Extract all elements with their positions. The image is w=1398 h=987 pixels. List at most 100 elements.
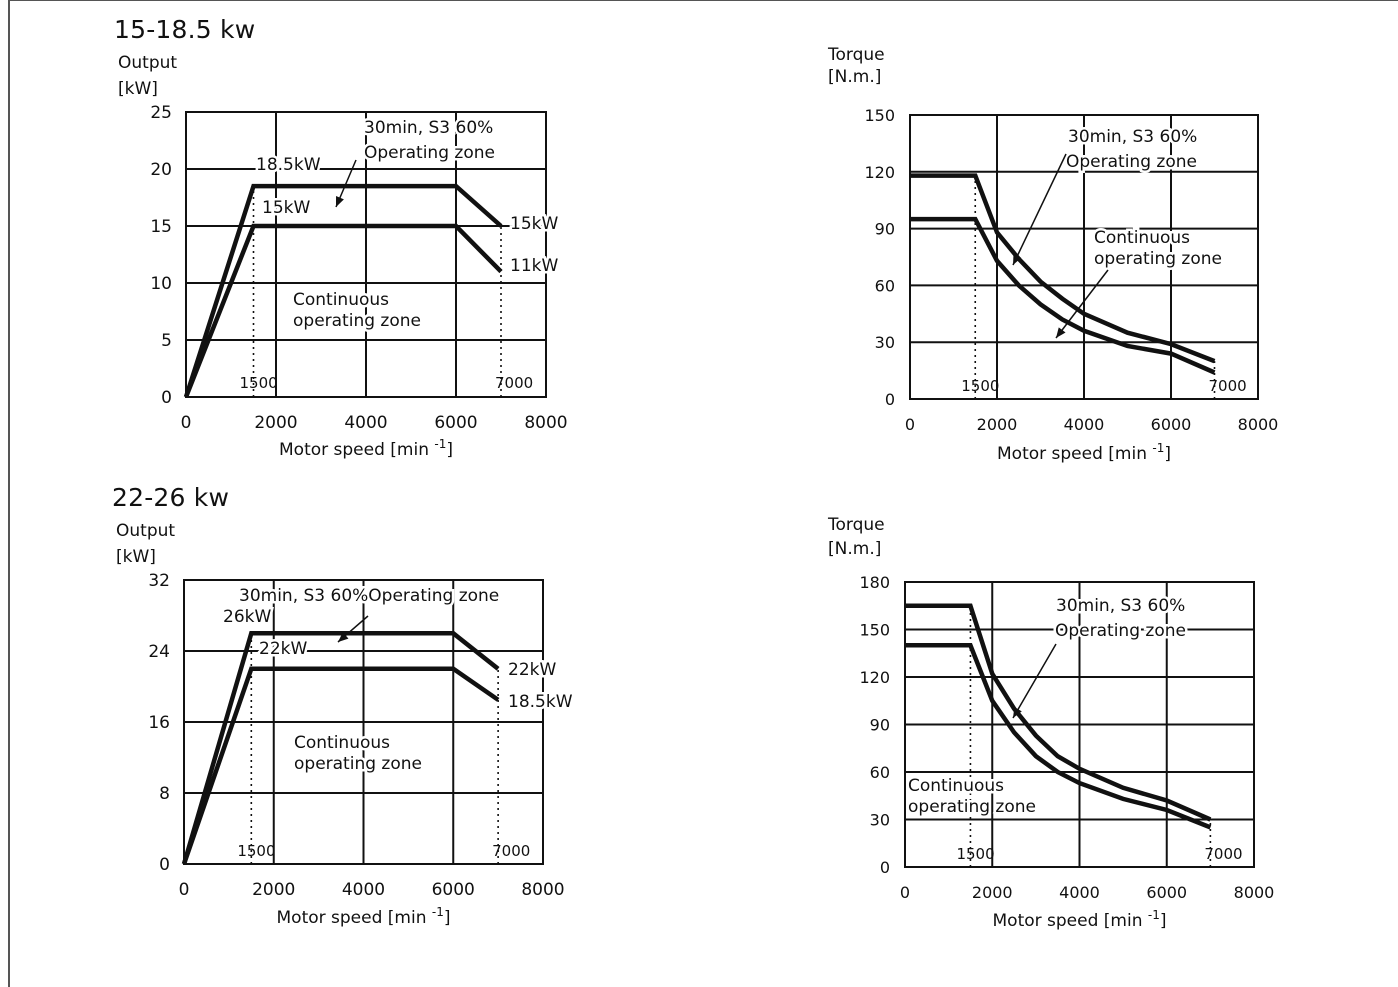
annotation-label: Continuous — [908, 776, 1004, 796]
x-tick-label: 4000 — [1064, 415, 1105, 434]
y-tick-label: 60 — [875, 276, 895, 295]
y-tick-label: 180 — [859, 573, 890, 592]
series-line-continuous — [181, 666, 500, 865]
y-axis-unit: [kW] — [116, 547, 156, 567]
y-tick-label: 25 — [150, 103, 172, 123]
y-tick-label: 32 — [148, 571, 170, 591]
x-axis-label: Motor speed [min -1] — [993, 908, 1167, 931]
series-line-s3-60 — [910, 173, 1216, 364]
section-title-15-18-5kw: 15-18.5 kw — [114, 15, 256, 44]
y-axis-unit: [N.m.] — [828, 67, 881, 87]
annotation-label: Continuous — [1094, 228, 1190, 248]
y-tick-label: 150 — [864, 106, 895, 125]
reference-label-7000: 7000 — [1209, 377, 1247, 395]
annotation-arrowhead — [338, 632, 349, 642]
plot-frame — [909, 114, 1259, 400]
x-tick-label: 6000 — [432, 880, 475, 900]
y-tick-label: 0 — [159, 855, 170, 875]
annotation-label: operating zone — [1094, 249, 1222, 269]
page-frame-top-edge — [8, 0, 1398, 1]
y-tick-label: 0 — [880, 858, 890, 877]
y-axis-unit: [kW] — [118, 79, 158, 99]
section-title-22-26kw: 22-26 kw — [112, 483, 230, 512]
annotation-arrow — [1012, 643, 1057, 719]
x-tick-label: 4000 — [1059, 883, 1100, 902]
y-axis-unit: [N.m.] — [828, 539, 881, 559]
annotation-label: Continuous — [293, 290, 389, 310]
y-tick-label: 0 — [161, 388, 172, 408]
x-tick-label: 8000 — [524, 413, 567, 433]
annotation-label: Operating zone — [364, 143, 495, 163]
page-frame-left-edge — [8, 0, 10, 987]
y-axis-label: Output — [118, 53, 177, 73]
x-tick-label: 6000 — [1146, 883, 1187, 902]
reference-label-1500: 1500 — [961, 377, 999, 395]
series-line-s3-60 — [181, 631, 500, 865]
annotation-arrowhead — [336, 196, 344, 207]
annotation-label: operating zone — [294, 754, 422, 774]
y-tick-label: 10 — [150, 274, 172, 294]
x-tick-label: 6000 — [434, 413, 477, 433]
y-tick-label: 8 — [159, 784, 170, 804]
annotation-arrowhead — [1013, 254, 1022, 265]
y-tick-label: 20 — [150, 160, 172, 180]
x-axis-label: Motor speed [min -1] — [277, 905, 451, 928]
series-line-continuous — [910, 216, 1216, 375]
annotation-arrowhead — [1013, 707, 1022, 718]
reference-label-7000: 7000 — [495, 374, 533, 392]
x-tick-label: 8000 — [1238, 415, 1279, 434]
plot-frame — [183, 579, 544, 865]
annotation-label: operating zone — [908, 797, 1036, 817]
y-axis-label: Torque — [827, 515, 885, 535]
x-axis-label: Motor speed [min -1] — [997, 441, 1171, 464]
y-tick-label: 90 — [870, 716, 890, 735]
x-tick-label: 2000 — [972, 883, 1013, 902]
y-tick-label: 5 — [161, 331, 172, 351]
annotation-arrow — [1012, 153, 1067, 266]
reference-label-1500: 1500 — [237, 842, 275, 860]
annotation-label: operating zone — [293, 311, 421, 331]
annotation-label: 15kW — [262, 198, 310, 218]
annotation-label: 22kW — [259, 639, 307, 659]
x-tick-label: 4000 — [342, 880, 385, 900]
chart-3: 1500 7000 0 8 16 24 32 0 2000 4000 6000 8000 Output [… — [116, 521, 575, 928]
y-tick-label: 120 — [859, 668, 890, 687]
annotation-label: 22kW — [508, 660, 556, 680]
y-axis-label: Torque — [827, 45, 885, 65]
x-tick-label: 8000 — [1234, 883, 1275, 902]
x-tick-label: 0 — [179, 880, 190, 900]
series-line-s3-60 — [905, 603, 1212, 822]
y-tick-label: 30 — [870, 811, 890, 830]
annotation-label: Operating zone — [1066, 152, 1197, 172]
annotation-label: 26kW — [223, 607, 271, 627]
y-tick-label: 150 — [859, 621, 890, 640]
y-tick-label: 16 — [148, 713, 170, 733]
annotation-label: 11kW — [510, 256, 558, 276]
annotation-label: 30min, S3 60%Operating zone — [239, 586, 499, 606]
x-tick-label: 2000 — [252, 880, 295, 900]
annotation-label: 15kW — [510, 214, 558, 234]
y-tick-label: 15 — [150, 217, 172, 237]
y-tick-label: 24 — [148, 642, 170, 662]
x-tick-label: 4000 — [344, 413, 387, 433]
series-line-continuous — [905, 643, 1212, 830]
x-tick-label: 2000 — [977, 415, 1018, 434]
y-tick-label: 0 — [885, 390, 895, 409]
chart-1: 1500 7000 0 5 10 15 20 25 0 2000 4000 6000 8000 Outpu… — [118, 53, 568, 460]
reference-label-7000: 7000 — [492, 842, 530, 860]
y-tick-label: 90 — [875, 220, 895, 239]
series-line-s3-60 — [183, 183, 503, 398]
plot-frame — [904, 581, 1255, 868]
annotation-label: Operating zone — [1055, 621, 1186, 641]
reference-label-1500: 1500 — [956, 845, 994, 863]
y-tick-label: 30 — [875, 333, 895, 352]
reference-label-7000: 7000 — [1204, 845, 1242, 863]
x-tick-label: 0 — [900, 883, 910, 902]
annotation-arrowhead — [1056, 327, 1066, 338]
x-tick-label: 8000 — [521, 880, 564, 900]
y-tick-label: 120 — [864, 163, 895, 182]
annotation-arrow — [1055, 269, 1109, 339]
x-tick-label: 6000 — [1151, 415, 1192, 434]
